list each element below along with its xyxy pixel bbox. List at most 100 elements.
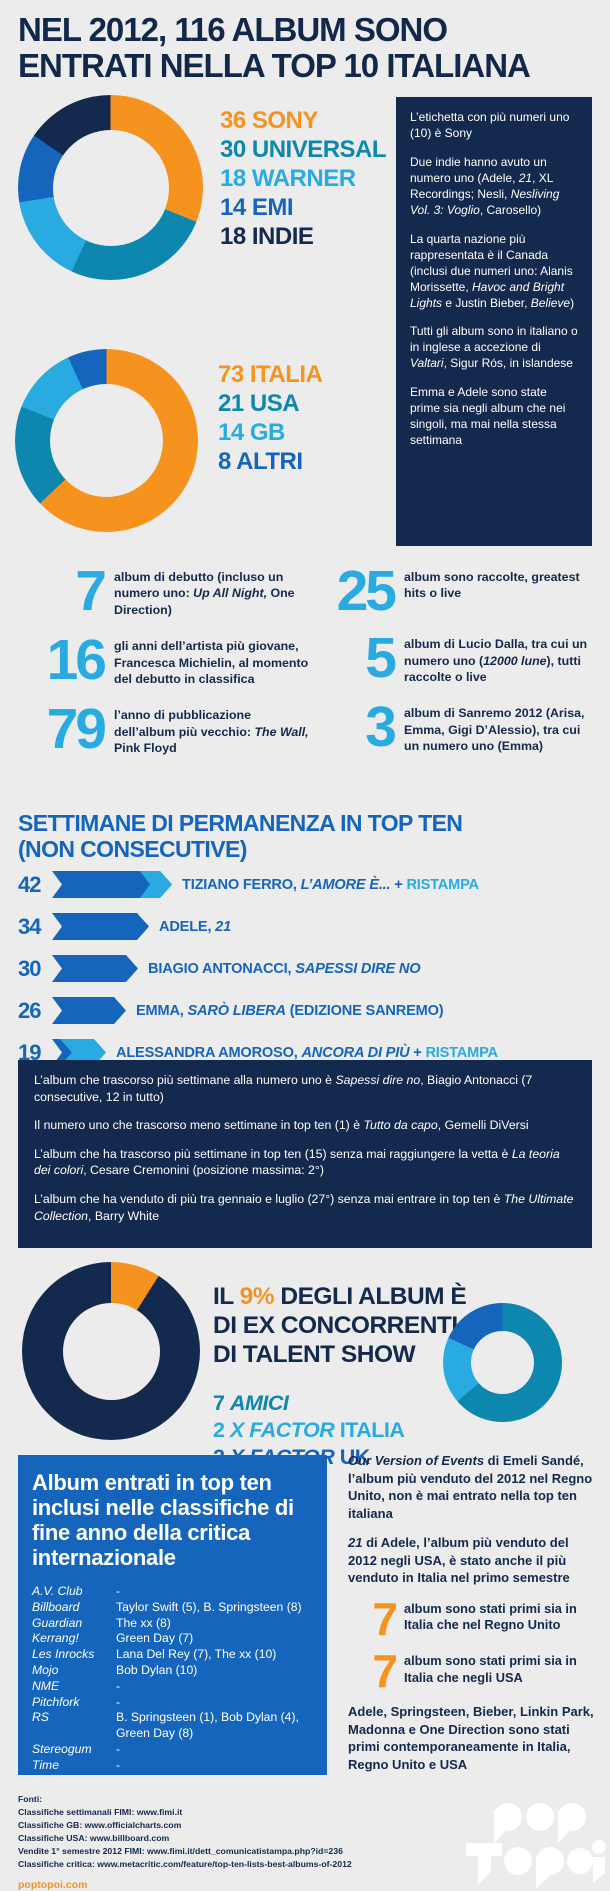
bar-value: 34	[18, 913, 41, 939]
text-segment: La quarta nazione più rappresentata è il…	[410, 231, 573, 294]
text-segment: L’AMORE È...	[300, 876, 391, 893]
bar-label: EMMA, SARÒ LIBERA (EDIZIONE SANREMO)	[136, 1002, 444, 1019]
text-segment: The Ultimate Collection	[34, 1191, 574, 1223]
critics-row: Kerrang! Green Day (7)	[32, 1631, 313, 1647]
bar-row: 26 EMMA, SARÒ LIBERA (EDIZIONE SANREMO)	[18, 997, 498, 1024]
text-segment: 21	[348, 1535, 363, 1550]
right-paragraph-emeli-sande: Our Version of Events di Emeli Sandé, l’…	[348, 1452, 596, 1522]
text-segment: Tutto da capo	[363, 1118, 438, 1133]
text-segment: Our Version of Events	[348, 1453, 485, 1468]
legend-item: 21 USA	[218, 390, 300, 417]
text-segment: Havoc and Bright Lights	[410, 279, 565, 310]
magazine-picks: The xx (8)	[116, 1615, 171, 1630]
weeks-bar-chart: 42 TIZIANO FERRO, L’AMORE È... + RISTAMPA…	[18, 871, 498, 1081]
text-segment: UK	[334, 1445, 371, 1469]
right-stats: 7 album sono stati primi sia in Italia ch…	[348, 1592, 596, 1695]
labels-donut-chart	[18, 95, 203, 280]
note-paragraph: L’etichetta con più numeri uno (10) è So…	[410, 110, 570, 140]
stat-text: album di Lucio Dalla, tra cui un numero …	[404, 633, 596, 685]
source-line: Classifiche settimanali FIMI: www.fimi.i…	[18, 1806, 183, 1817]
text-segment: Due indie hanno avuto un numero uno (Ade…	[410, 154, 547, 185]
source-line: Fonti:	[18, 1794, 43, 1804]
critics-row: Pitchfork -	[32, 1695, 313, 1711]
source-line: Classifiche critica: www.metacritic.com/…	[18, 1858, 352, 1869]
page-title-line1: NEL 2012, 116 ALBUM SONO	[18, 11, 448, 48]
bar-value: 19	[18, 1039, 41, 1065]
poptopoi-link[interactable]: poptopoi.com	[18, 1879, 88, 1891]
talent-donut-chart	[22, 1262, 200, 1440]
magazine-name: Kerrang!	[32, 1631, 79, 1646]
magazine-picks: Taylor Swift (5), B. Springsteen (8)	[116, 1599, 302, 1614]
bar-row: 30 BIAGIO ANTONACCI, SAPESSI DIRE NO	[18, 955, 498, 982]
text-segment: Valtari	[410, 356, 444, 371]
magazine-name: NME	[32, 1678, 60, 1693]
stat-row: 5 album di Lucio Dalla, tra cui un numero…	[316, 630, 596, 687]
stat-number: 7	[372, 1592, 398, 1645]
stats-column-right: 25 album sono raccolte, greatest hits o l…	[316, 562, 596, 756]
bar-value: 30	[18, 955, 41, 981]
stat-row: 7 album sono stati primi sia in Italia ch…	[348, 1592, 596, 1645]
text-segment: Sapessi dire no	[335, 1073, 421, 1087]
text-segment: RISTAMPA	[425, 1044, 498, 1061]
text-segment: ALESSANDRA AMOROSO,	[116, 1044, 302, 1061]
magazine-name: Stereogum	[32, 1741, 92, 1756]
stat-row: 3 album di Sanremo 2012 (Arisa, Emma, Gig…	[316, 699, 596, 756]
bar-value: 26	[18, 997, 41, 1023]
donut-hole	[471, 1331, 534, 1394]
page-title: NEL 2012, 116 ALBUM SONO ENTRATI NELLA TO…	[18, 11, 531, 85]
note-paragraph: Il numero uno che trascorso meno settima…	[34, 1117, 576, 1134]
text-segment: , Sigur Rós, in islandese	[443, 356, 573, 371]
bars-title-line1: SETTIMANE DI PERMANENZA IN TOP TEN	[18, 810, 463, 836]
text-segment: L’album che ha trascorso più settimane i…	[34, 1146, 512, 1161]
notes-box-top: L’etichetta con più numeri uno (10) è So…	[396, 97, 592, 546]
magazine-name: Les Inrocks	[32, 1647, 95, 1662]
nations-legend: 73 ITALIA 21 USA 14 GB 8 ALTRI	[218, 360, 323, 476]
stat-text: album di debutto (incluso un numero uno:…	[114, 566, 314, 618]
note-paragraph: L’album che ha trascorso più settimane i…	[34, 1146, 576, 1179]
bar-label: TIZIANO FERRO, L’AMORE È... + RISTAMPA	[182, 877, 479, 893]
bar-label: ADELE, 21	[159, 919, 231, 935]
bar	[52, 955, 138, 982]
bars-title-line2: (NON CONSECUTIVE)	[18, 836, 247, 863]
text-segment: 2	[213, 1418, 230, 1442]
text-segment: 12000 lune	[483, 653, 547, 668]
text-segment: TIZIANO FERRO,	[182, 876, 301, 893]
page-title-line2: ENTRATI NELLA TOP 10 ITALIANA	[18, 47, 531, 85]
text-segment: album di Lucio Dalla, tra cui un numero …	[404, 637, 588, 668]
source-lines: Fonti: Classifiche settimanali FIMI: www.…	[18, 1793, 352, 1870]
text-segment: One Direction)	[114, 586, 295, 617]
talent-heading: IL 9% DEGLI ALBUM È DI EX CONCORRENTI DI…	[213, 1282, 467, 1369]
magazine-picks: Bob Dylan (10)	[116, 1662, 198, 1677]
text-segment: Il numero uno che trascorso meno settima…	[34, 1118, 364, 1133]
stat-row: 25 album sono raccolte, greatest hits o l…	[316, 562, 596, 619]
legend-item: 8 ALTRI	[218, 448, 303, 475]
stat-text: album sono raccolte, greatest hits o liv…	[404, 570, 580, 601]
text-segment: , Barry White	[88, 1208, 160, 1223]
critics-row: RS B. Springsteen (1), Bob Dylan (4), Gre…	[32, 1710, 313, 1742]
legend-item: 18 INDIE	[220, 223, 314, 250]
legend-item: 14 GB	[218, 419, 285, 446]
labels-legend: 36 SONY 30 UNIVERSAL 18 WARNER 14 EMI 18 IND…	[220, 106, 387, 251]
text-segment: BIAGIO ANTONACCI,	[148, 960, 296, 977]
source-line: Classifiche GB: www.officialcharts.com	[18, 1819, 182, 1830]
stat-text: album sono stati primi sia in Italia che…	[404, 1600, 577, 1633]
donut-hole	[50, 384, 163, 497]
text-segment: 21	[215, 918, 232, 935]
stat-row: 7 album sono stati primi sia in Italia ch…	[348, 1648, 596, 1695]
source-line: Classifiche USA: www.billboard.com	[18, 1832, 170, 1843]
talent-heading-line2: DI EX CONCORRENTI	[213, 1312, 458, 1339]
bar-cap	[140, 871, 172, 898]
text-segment: (EDIZIONE SANREMO)	[285, 1002, 444, 1019]
stat-text: gli anni dell’artista più giovane, Franc…	[114, 639, 309, 686]
text-segment: , Gemelli DiVersi	[437, 1118, 529, 1133]
text-segment: di Adele, l’album più venduto del 2012 n…	[348, 1535, 570, 1585]
text-segment: album di debutto (incluso un numero uno:	[114, 570, 284, 601]
text-segment: La teoria dei colori	[34, 1146, 560, 1178]
talent-heading-line1: IL 9% DEGLI ALBUM È	[213, 1282, 467, 1311]
text-segment: 7	[213, 1391, 230, 1415]
critics-row: Time -	[32, 1758, 313, 1774]
right-paragraph-number-ones: Adele, Springsteen, Bieber, Linkin Park,…	[348, 1704, 594, 1772]
critics-heading: Album entrati in top ten inclusi nelle c…	[32, 1470, 294, 1570]
legend-item: 36 SONY	[220, 107, 318, 134]
